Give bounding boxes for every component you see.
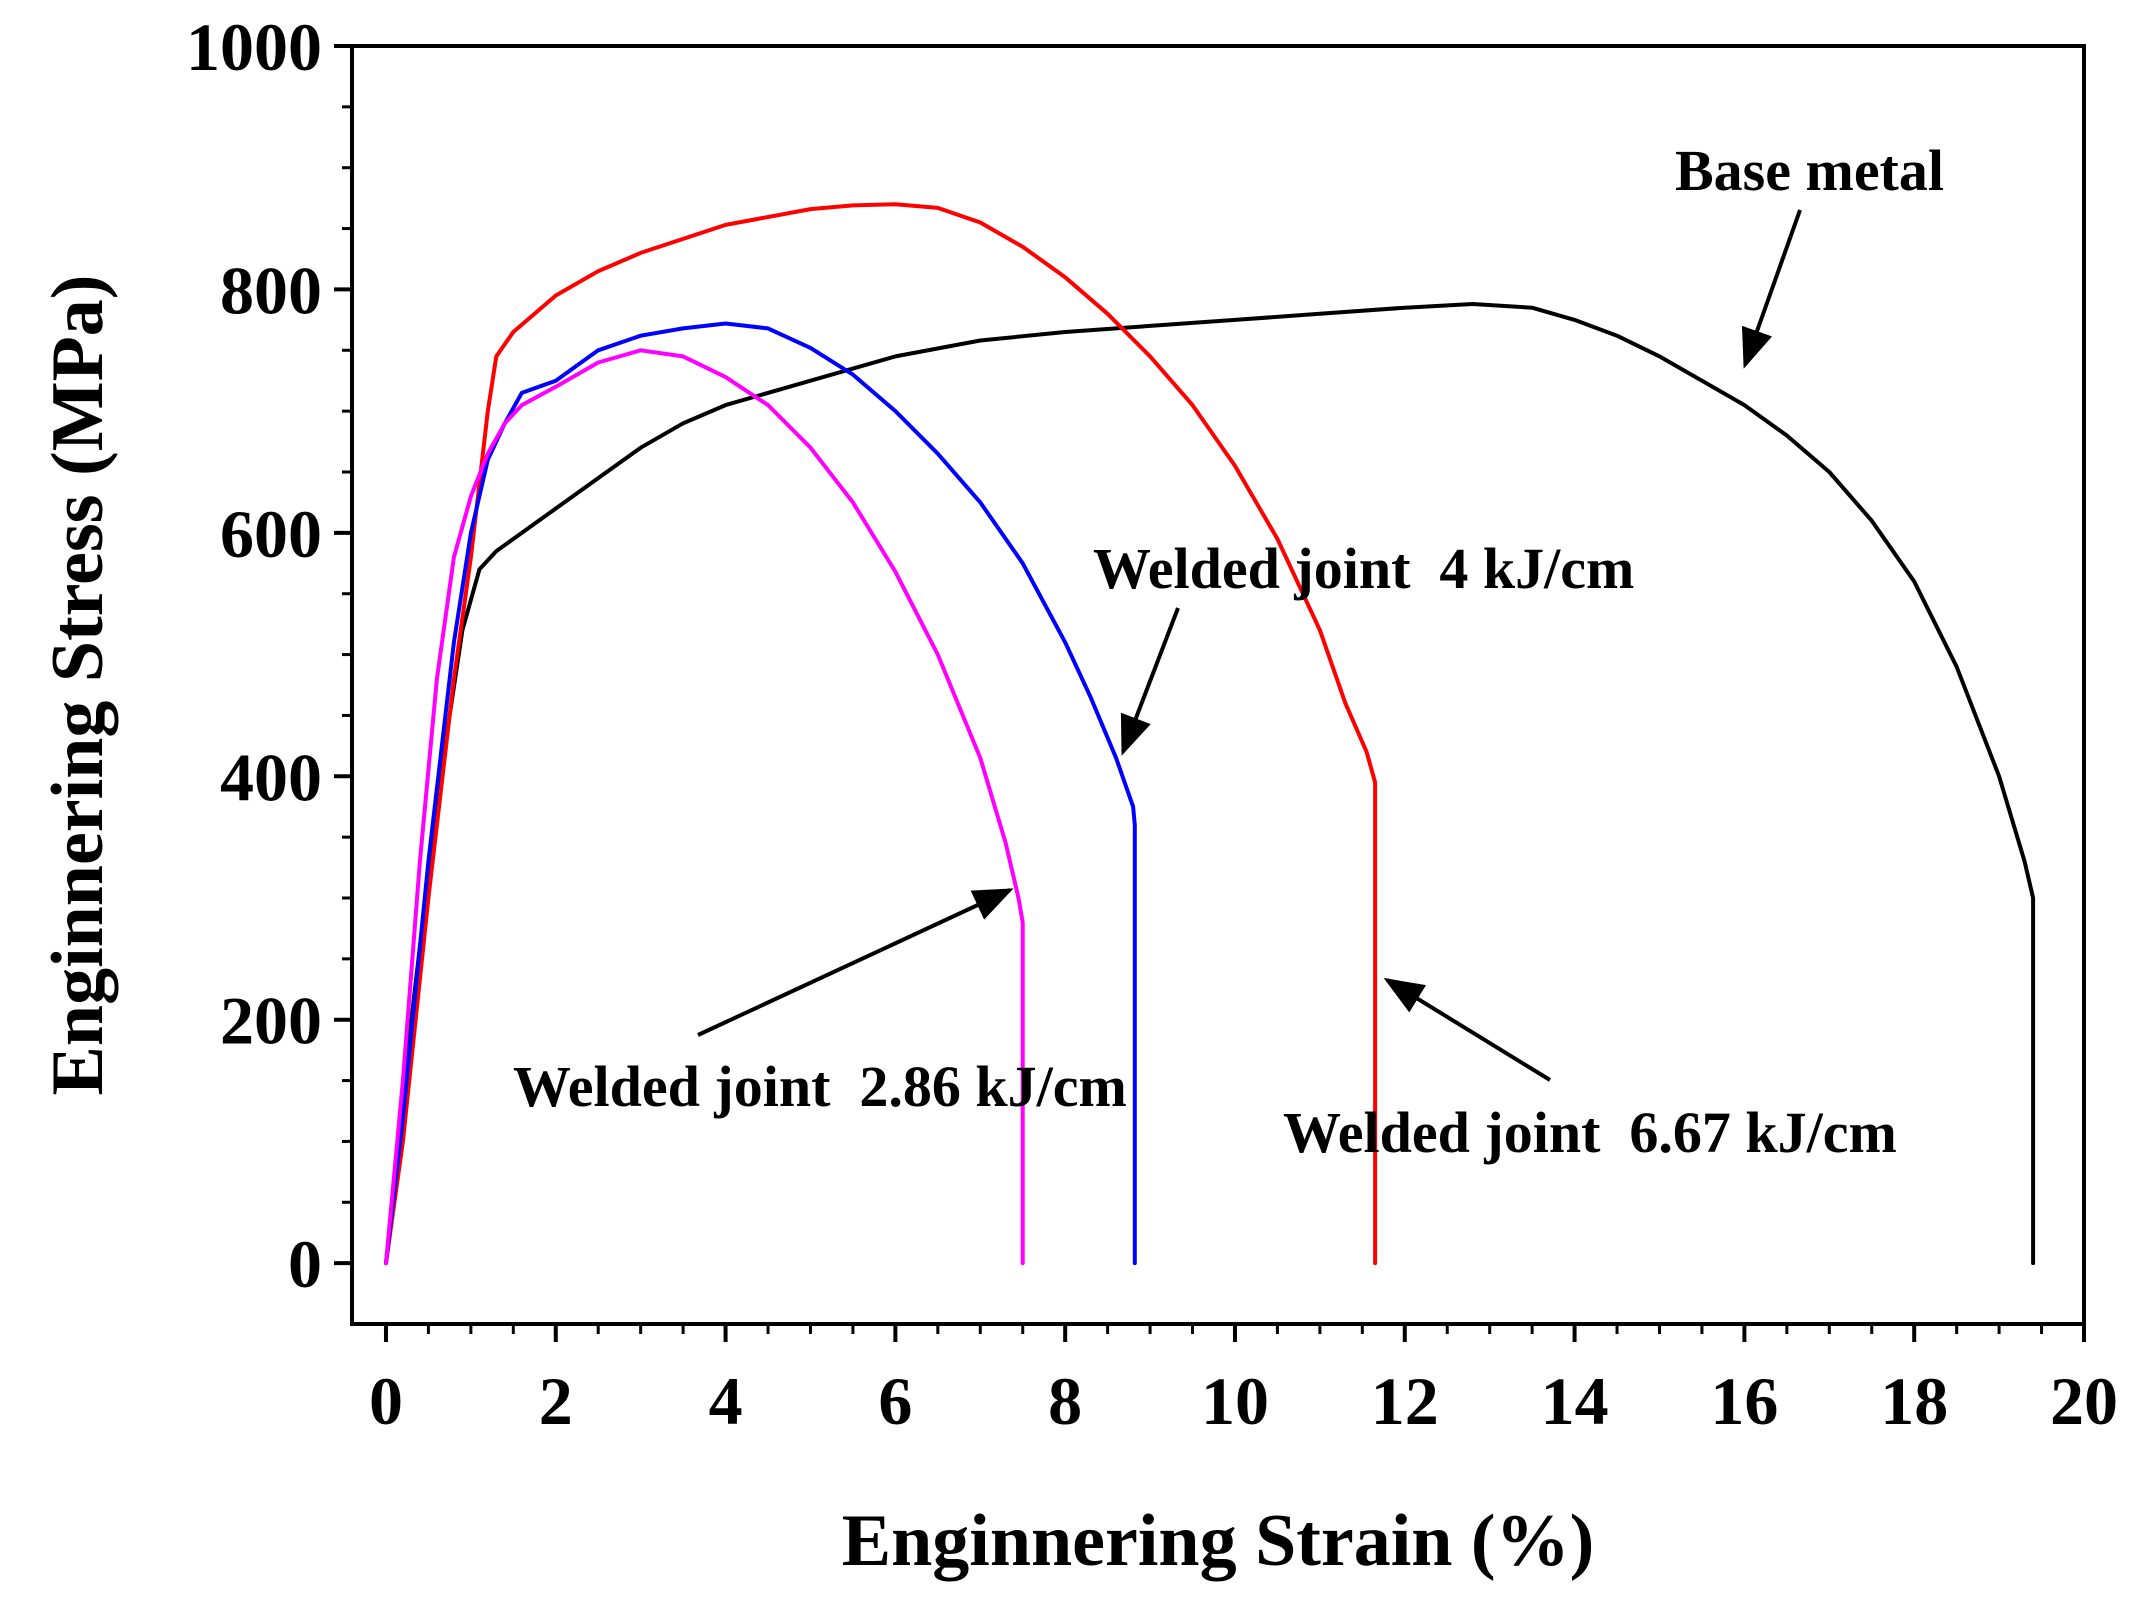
x-tick-label-20: 20: [2050, 1363, 2118, 1439]
arrow-welded-6-67: [1383, 977, 1552, 1082]
annotation-welded-2-86: Welded joint 2.86 kJ/cm: [513, 1054, 1127, 1119]
arrow-base-metal: [1741, 209, 1802, 369]
annotation-base-metal: Base metal: [1675, 138, 1944, 203]
y-axis-ticks: 0 200 400 600 800 1000: [186, 9, 352, 1302]
x-axis-ticks: 0 2 4 6 8 10 12 14 16 18 20: [369, 1324, 2118, 1439]
series-layer: [384, 202, 2036, 1266]
x-tick-label-12: 12: [1371, 1363, 1439, 1439]
x-axis-title: Enginnering Strain (%): [842, 1500, 1594, 1582]
x-tick-label-14: 14: [1541, 1363, 1609, 1439]
y-tick-label-400: 400: [220, 739, 322, 815]
annotation-welded-6-67: Welded joint 6.67 kJ/cm: [1283, 1100, 1897, 1165]
series-line-welded-joint-6-67-kj-cm: [384, 202, 1378, 1266]
series-line-welded-joint-2-86-kj-cm: [384, 348, 1025, 1266]
y-tick-label-1000: 1000: [186, 9, 322, 85]
y-axis-title: Enginnering Stress (MPa): [37, 275, 119, 1096]
x-tick-label-16: 16: [1710, 1363, 1778, 1439]
y-tick-label-200: 200: [220, 983, 322, 1059]
x-tick-label-18: 18: [1880, 1363, 1948, 1439]
arrow-welded-4: [1120, 607, 1180, 756]
x-tick-label-0: 0: [369, 1363, 403, 1439]
x-tick-label-8: 8: [1048, 1363, 1082, 1439]
y-tick-label-600: 600: [220, 496, 322, 572]
series-line-welded-joint-4-kj-cm: [384, 321, 1137, 1266]
x-tick-label-10: 10: [1201, 1363, 1269, 1439]
x-tick-label-2: 2: [539, 1363, 573, 1439]
y-tick-label-0: 0: [288, 1226, 322, 1302]
plot-frame: [350, 44, 2086, 1326]
x-tick-label-6: 6: [878, 1363, 912, 1439]
series-line-base-metal: [384, 302, 2036, 1266]
y-tick-label-800: 800: [220, 252, 322, 328]
x-tick-label-4: 4: [709, 1363, 743, 1439]
annotation-welded-4: Welded joint 4 kJ/cm: [1093, 536, 1634, 601]
arrow-welded-2-86: [697, 888, 1014, 1037]
